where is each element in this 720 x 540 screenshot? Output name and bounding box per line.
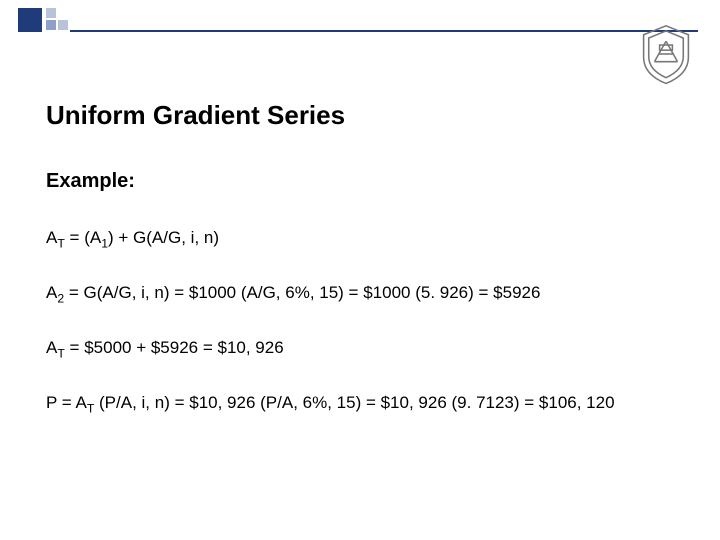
accent-square-small-1 bbox=[46, 8, 56, 18]
eq1-symbol: A bbox=[46, 228, 57, 247]
example-heading: Example: bbox=[46, 170, 680, 193]
accent-square-large bbox=[18, 8, 42, 32]
equation-line-1: AT = (A1) + G(A/G, i, n) bbox=[46, 227, 680, 252]
eq1-rest2: ) + G(A/G, i, n) bbox=[108, 228, 219, 247]
eq4-pre: P = A bbox=[46, 393, 87, 412]
institution-logo-icon bbox=[634, 22, 698, 86]
slide-header-decoration bbox=[0, 0, 720, 40]
eq2-symbol: A bbox=[46, 283, 57, 302]
eq4-rest: (P/A, i, n) = $10, 926 (P/A, 6%, 15) = $… bbox=[94, 393, 614, 412]
accent-square-small-3 bbox=[58, 20, 68, 30]
eq3-subscript: T bbox=[57, 346, 64, 360]
accent-square-small-2 bbox=[46, 20, 56, 30]
eq1-subscript: T bbox=[57, 236, 64, 250]
eq1-subscript2: 1 bbox=[101, 236, 108, 250]
eq1-rest: = (A bbox=[65, 228, 101, 247]
accent-divider-line bbox=[70, 30, 698, 32]
slide-title: Uniform Gradient Series bbox=[46, 100, 345, 131]
slide-body: Example: AT = (A1) + G(A/G, i, n) A2 = G… bbox=[46, 170, 680, 447]
equation-line-2: A2 = G(A/G, i, n) = $1000 (A/G, 6%, 15) … bbox=[46, 282, 680, 307]
equation-line-3: AT = $5000 + $5926 = $10, 926 bbox=[46, 337, 680, 362]
eq2-rest: = G(A/G, i, n) = $1000 (A/G, 6%, 15) = $… bbox=[64, 283, 540, 302]
slide: Uniform Gradient Series Example: AT = (A… bbox=[0, 0, 720, 540]
eq3-rest: = $5000 + $5926 = $10, 926 bbox=[65, 338, 284, 357]
equation-line-4: P = AT (P/A, i, n) = $10, 926 (P/A, 6%, … bbox=[46, 392, 680, 417]
eq3-symbol: A bbox=[46, 338, 57, 357]
